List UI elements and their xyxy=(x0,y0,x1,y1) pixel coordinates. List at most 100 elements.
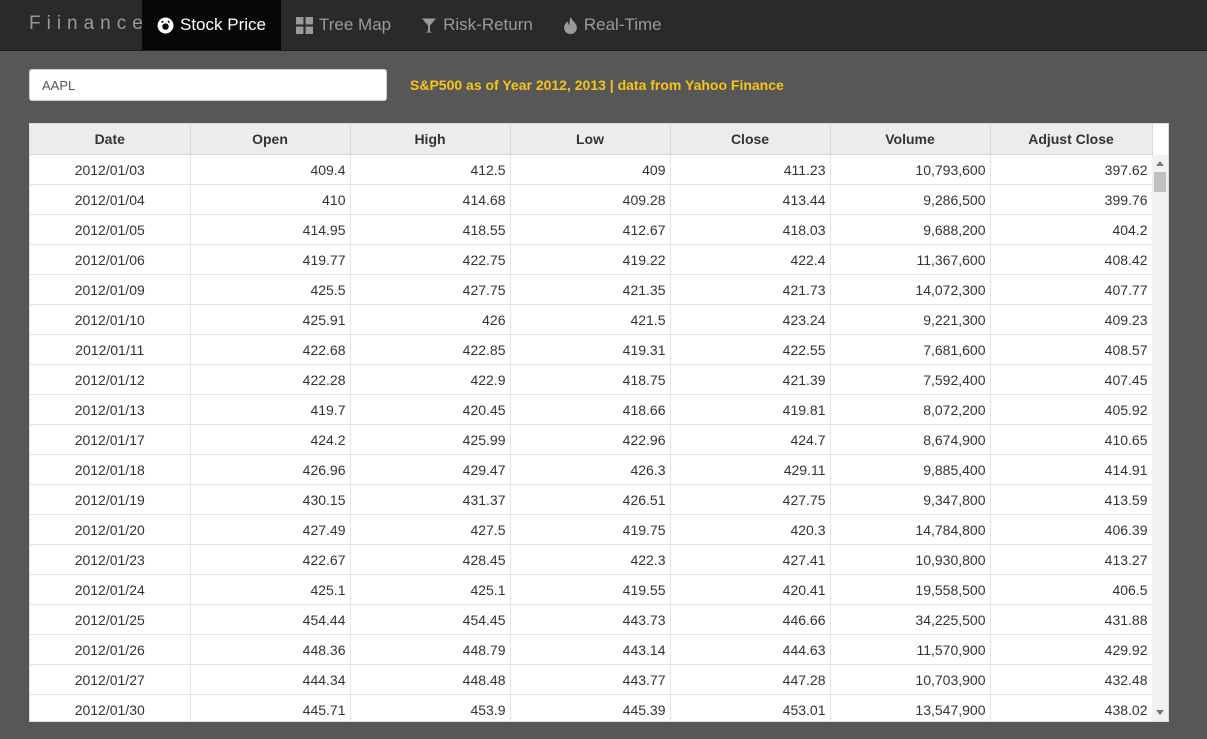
ticker-search-input[interactable] xyxy=(29,69,387,101)
table-cell: 9,885,400 xyxy=(830,454,991,485)
tab-label: Stock Price xyxy=(180,15,266,34)
table-cell: 454.45 xyxy=(350,604,511,635)
tab-label: Risk-Return xyxy=(443,15,533,34)
table-cell: 409.23 xyxy=(990,304,1153,335)
table-row[interactable]: 2012/01/05 414.95 418.55 412.67 418.03 9,688,… xyxy=(30,214,1153,245)
table-cell: 425.99 xyxy=(350,424,511,455)
table-cell: 34,225,500 xyxy=(830,604,991,635)
table-cell: 412.67 xyxy=(510,214,671,245)
table-cell: 2012/01/04 xyxy=(30,184,191,215)
cocktail-icon xyxy=(422,18,437,32)
table-row[interactable]: 2012/01/30 445.71 453.9 445.39 453.01 13,547,… xyxy=(30,694,1153,721)
table-cell: 419.77 xyxy=(190,244,351,275)
table-row[interactable]: 2012/01/06 419.77 422.75 419.22 422.4 11,367,… xyxy=(30,244,1153,275)
table-cell: 10,930,800 xyxy=(830,544,991,575)
table-row[interactable]: 2012/01/27 444.34 448.48 443.77 447.28 10,703… xyxy=(30,664,1153,695)
table-row[interactable]: 2012/01/03 409.4 412.5 409 411.23 10,793,600 3… xyxy=(30,154,1153,185)
table-row[interactable]: 2012/01/23 422.67 428.45 422.3 427.41 10,930,… xyxy=(30,544,1153,575)
table-cell: 406.39 xyxy=(990,514,1153,545)
table-row[interactable]: 2012/01/24 425.1 425.1 419.55 420.41 19,558,5… xyxy=(30,574,1153,605)
column-header[interactable]: Volume xyxy=(830,124,991,155)
table-cell: 425.5 xyxy=(190,274,351,305)
table-cell: 418.75 xyxy=(510,364,671,395)
tab-risk-return[interactable]: Risk-Return xyxy=(406,0,548,50)
table-cell: 2012/01/05 xyxy=(30,214,191,245)
column-header[interactable]: Low xyxy=(510,124,671,155)
table-row[interactable]: 2012/01/11 422.68 422.85 419.31 422.55 7,681,… xyxy=(30,334,1153,365)
table-cell: 2012/01/20 xyxy=(30,514,191,545)
table-cell: 422.96 xyxy=(510,424,671,455)
table-cell: 427.5 xyxy=(350,514,511,545)
table-cell: 443.73 xyxy=(510,604,671,635)
table-cell: 411.23 xyxy=(670,154,831,185)
table-cell: 7,592,400 xyxy=(830,364,991,395)
table-cell: 428.45 xyxy=(350,544,511,575)
table-row[interactable]: 2012/01/17 424.2 425.99 422.96 424.7 8,674,90… xyxy=(30,424,1153,455)
table-cell: 19,558,500 xyxy=(830,574,991,605)
table-cell: 413.44 xyxy=(670,184,831,215)
table-cell: 14,072,300 xyxy=(830,274,991,305)
column-header[interactable]: Open xyxy=(190,124,351,155)
table-cell: 2012/01/24 xyxy=(30,574,191,605)
scroll-up-arrow-icon[interactable] xyxy=(1156,161,1164,166)
tab-real-time[interactable]: Real-Time xyxy=(548,0,677,50)
table-cell: 413.59 xyxy=(990,484,1153,515)
table-cell: 429.11 xyxy=(670,454,831,485)
tab-stock-price[interactable]: Stock Price xyxy=(142,0,281,50)
table-cell: 443.77 xyxy=(510,664,671,695)
table-cell: 425.91 xyxy=(190,304,351,335)
column-header[interactable]: Date xyxy=(30,124,191,155)
table-cell: 2012/01/12 xyxy=(30,364,191,395)
table-row[interactable]: 2012/01/26 448.36 448.79 443.14 444.63 11,570… xyxy=(30,634,1153,665)
table-cell: 410.65 xyxy=(990,424,1153,455)
table-row[interactable]: 2012/01/18 426.96 429.47 426.3 429.11 9,885,4… xyxy=(30,454,1153,485)
table-cell: 407.45 xyxy=(990,364,1153,395)
table-cell: 414.91 xyxy=(990,454,1153,485)
table-cell: 13,547,900 xyxy=(830,694,991,721)
table-cell: 424.2 xyxy=(190,424,351,455)
table-cell: 420.3 xyxy=(670,514,831,545)
table-row[interactable]: 2012/01/04 410 414.68 409.28 413.44 9,286,500… xyxy=(30,184,1153,215)
column-header[interactable]: Close xyxy=(670,124,831,155)
table-cell: 10,793,600 xyxy=(830,154,991,185)
table-cell: 427.75 xyxy=(670,484,831,515)
table-cell: 448.48 xyxy=(350,664,511,695)
table-cell: 427.49 xyxy=(190,514,351,545)
table-cell: 438.02 xyxy=(990,694,1153,721)
table-cell: 448.36 xyxy=(190,634,351,665)
table-cell: 2012/01/13 xyxy=(30,394,191,425)
scroll-down-arrow-icon[interactable] xyxy=(1156,710,1164,715)
table-cell: 413.27 xyxy=(990,544,1153,575)
scroll-thumb[interactable] xyxy=(1154,172,1166,192)
table-cell: 2012/01/09 xyxy=(30,274,191,305)
table-cell: 446.66 xyxy=(670,604,831,635)
table-cell: 404.2 xyxy=(990,214,1153,245)
brand-logo[interactable]: Fiinance xyxy=(29,13,149,34)
table-cell: 429.47 xyxy=(350,454,511,485)
table-cell: 424.7 xyxy=(670,424,831,455)
column-header[interactable]: Adjust Close xyxy=(990,124,1153,155)
table-row[interactable]: 2012/01/19 430.15 431.37 426.51 427.75 9,347,… xyxy=(30,484,1153,515)
table-cell: 2012/01/27 xyxy=(30,664,191,695)
table-cell: 408.42 xyxy=(990,244,1153,275)
table-cell: 2012/01/25 xyxy=(30,604,191,635)
table-cell: 2012/01/17 xyxy=(30,424,191,455)
table-row[interactable]: 2012/01/12 422.28 422.9 418.75 421.39 7,592,4… xyxy=(30,364,1153,395)
table-header-row: Date Open High Low Close Volume Adjust Close xyxy=(30,124,1153,155)
table-row[interactable]: 2012/01/09 425.5 427.75 421.35 421.73 14,072,… xyxy=(30,274,1153,305)
table-row[interactable]: 2012/01/20 427.49 427.5 419.75 420.3 14,784,8… xyxy=(30,514,1153,545)
tab-tree-map[interactable]: Tree Map xyxy=(281,0,406,50)
vertical-scrollbar[interactable] xyxy=(1152,155,1168,721)
table-cell: 421.35 xyxy=(510,274,671,305)
tab-label: Real-Time xyxy=(583,15,662,34)
table-cell: 405.92 xyxy=(990,394,1153,425)
table-row[interactable]: 2012/01/10 425.91 426 421.5 423.24 9,221,300 4… xyxy=(30,304,1153,335)
table-cell: 2012/01/30 xyxy=(30,694,191,721)
table-row[interactable]: 2012/01/25 454.44 454.45 443.73 446.66 34,225… xyxy=(30,604,1153,635)
table-cell: 2012/01/19 xyxy=(30,484,191,515)
column-header[interactable]: High xyxy=(350,124,511,155)
table-cell: 443.14 xyxy=(510,634,671,665)
table-cell: 410 xyxy=(190,184,351,215)
table-row[interactable]: 2012/01/13 419.7 420.45 418.66 419.81 8,072,2… xyxy=(30,394,1153,425)
main-nav: Stock Price Tree Map Risk-Return Real-Ti… xyxy=(142,0,677,50)
